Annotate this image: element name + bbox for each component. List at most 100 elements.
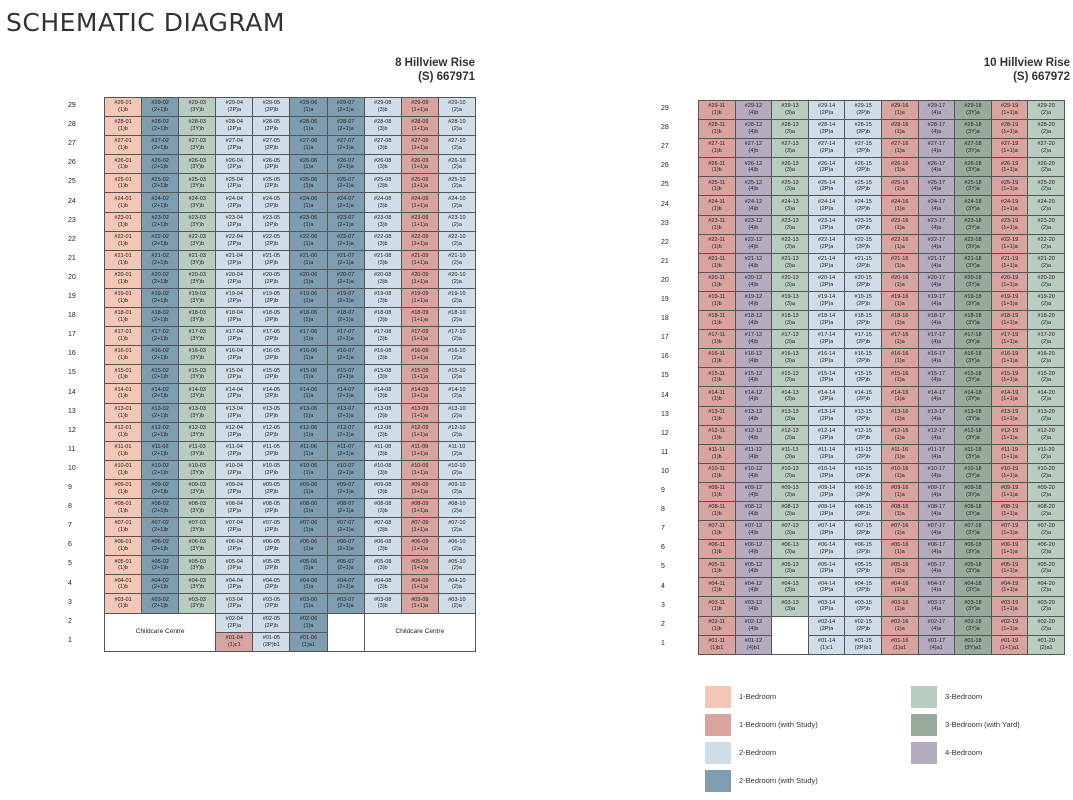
unit-number: #09-03	[188, 482, 206, 489]
unit-number: #06-05	[262, 539, 281, 546]
unit-cell: #29-19 (1+1)a	[990, 99, 1029, 121]
unit-cell: #25-18 (3Y)a	[954, 176, 992, 197]
unit-type: (2)a	[1041, 205, 1052, 212]
unit-number: #24-15	[854, 198, 872, 205]
unit-number: #29-06	[299, 100, 318, 107]
unit-cell: #13-15 (2P)b	[844, 405, 882, 426]
unit-cell: #18-20 (2)a	[1027, 310, 1065, 331]
unit-type: (4)b	[748, 568, 759, 575]
unit-number: #24-05	[262, 195, 281, 202]
unit-type: (2+1)a	[337, 336, 354, 343]
unit-type: (2P)b	[264, 393, 279, 400]
unit-number: #01-19	[1000, 637, 1019, 644]
unit-number: #13-10	[448, 405, 466, 412]
unit-type: (1)a	[894, 224, 905, 231]
unit-type: (2P)a	[819, 491, 834, 498]
unit-cell: #23-02 (2+1)b	[141, 211, 180, 232]
unit-cell: #22-11 (1)b	[698, 233, 736, 254]
unit-cell: #10-04 (2P)a	[215, 459, 254, 480]
unit-cell: #29-17 (4)a	[917, 99, 956, 121]
unit-number: #17-20	[1037, 332, 1055, 339]
unit-type: (2P)a	[227, 431, 242, 438]
unit-type: (1)b	[118, 278, 129, 285]
floor-row: #08-11 (1)b #08-12 (4)b #08-13 (3)a #08-14 (2P)…	[698, 500, 1065, 522]
unit-type: (2P)a	[227, 240, 242, 247]
unit-cell: #15-02 (2+1)b	[141, 364, 180, 385]
unit-number: #25-08	[373, 176, 392, 183]
floor-row: #10-11 (1)b #10-12 (4)b #10-13 (3)a #10-14 (2P)…	[698, 462, 1065, 483]
unit-type: (4)a	[931, 491, 942, 498]
unit-number: #28-01	[114, 119, 132, 126]
unit-cell: #10-18 (3Y)a	[954, 462, 992, 483]
unit-number: #06-11	[708, 542, 726, 549]
unit-cell: #23-07 (2+1)a	[326, 211, 365, 232]
unit-number: #03-20	[1037, 599, 1055, 606]
unit-type: (3Y)b	[190, 259, 205, 266]
unit-number: #27-01	[114, 138, 132, 145]
unit-type: (1+1)a	[411, 317, 428, 324]
unit-cell: #05-18 (3Y)a	[954, 558, 992, 579]
unit-number: #10-02	[151, 463, 169, 470]
unit-cell: #23-04 (2P)a	[215, 211, 254, 232]
unit-number: #28-18	[964, 122, 982, 129]
unit-cell: #28-01 (1)b	[103, 116, 143, 137]
unit-cell: #04-15 (2P)b	[844, 577, 882, 598]
unit-cell: #03-04 (2P)a	[215, 593, 254, 614]
unit-cell: #25-02 (2+1)b	[141, 173, 180, 194]
unit-number: #27-16	[891, 141, 909, 148]
unit-type: (1)a	[303, 336, 314, 343]
unit-cell: #26-08 (3)b	[363, 154, 402, 175]
unit-cell: #08-19 (1+1)a	[990, 500, 1029, 522]
unit-type: (2P)b	[856, 415, 871, 422]
unit-number: #11-05	[262, 443, 280, 450]
unit-number: #27-03	[188, 138, 206, 145]
unit-type: (2)a	[1041, 262, 1052, 269]
unit-number: #20-10	[448, 272, 466, 279]
unit-type: (1)a	[303, 546, 314, 553]
unit-cell: #17-07 (2+1)a	[326, 326, 365, 347]
unit-cell: #17-10 (2)a	[437, 326, 476, 347]
unit-cell: #14-12 (4)b	[734, 386, 773, 407]
unit-cell: #26-03 (3Y)b	[178, 154, 217, 175]
unit-cell: #14-13 (3)a	[771, 386, 809, 407]
unit-cell: #06-05 (2P)b	[252, 536, 291, 557]
unit-cell: #23-14 (2P)a	[807, 214, 846, 235]
unit-number: #20-09	[411, 272, 429, 279]
unit-type: (2)a	[1041, 625, 1052, 632]
unit-type: (4)b1	[746, 644, 760, 651]
unit-cell: #16-19 (1+1)a	[990, 348, 1029, 369]
unit-type: (2P)b	[264, 259, 279, 266]
unit-cell: #21-09 (1+1)a	[400, 249, 439, 270]
unit-number: #05-16	[891, 561, 909, 568]
unit-number: #12-16	[891, 427, 909, 434]
unit-cell: #08-08 (3)b	[363, 497, 402, 519]
unit-cell: #06-10 (2)a	[437, 536, 476, 557]
unit-type: (2P)a	[227, 297, 242, 304]
unit-type: (1)a	[303, 221, 314, 228]
unit-cell: #01-19 (1+1)a1	[990, 634, 1029, 655]
unit-cell: #10-07 (2+1)a	[326, 459, 365, 480]
unit-cell: #26-10 (2)a	[437, 154, 476, 175]
unit-cell: #17-14 (2P)a	[807, 329, 846, 350]
unit-cell: #15-01 (1)b	[103, 364, 143, 385]
unit-cell: #11-01 (1)b	[103, 440, 143, 461]
unit-cell: #27-06 (1)a	[289, 135, 328, 156]
unit-number: #17-09	[411, 329, 429, 336]
unit-number: #19-03	[188, 291, 206, 298]
unit-number: #02-20	[1037, 618, 1055, 625]
unit-type: (3)a	[785, 530, 795, 537]
unit-cell: #08-02 (2+1)b	[141, 497, 180, 519]
unit-cell: #13-04 (2P)a	[215, 402, 254, 423]
unit-number: #20-04	[225, 272, 244, 279]
unit-cell: #16-06 (1)a	[289, 345, 328, 366]
unit-number: #14-08	[373, 386, 392, 393]
unit-number: #17-16	[891, 332, 909, 339]
unit-type: (3Y)a	[966, 530, 980, 537]
unit-number: #11-04	[225, 443, 243, 450]
unit-type: (1)b	[118, 145, 129, 152]
unit-type: (3Y)b	[190, 508, 205, 515]
unit-cell: #14-03 (3Y)b	[178, 383, 217, 404]
unit-cell: #16-12 (4)b	[734, 348, 773, 369]
unit-cell: #24-11 (1)b	[698, 195, 736, 216]
unit-cell: #07-11 (1)b	[698, 520, 736, 541]
